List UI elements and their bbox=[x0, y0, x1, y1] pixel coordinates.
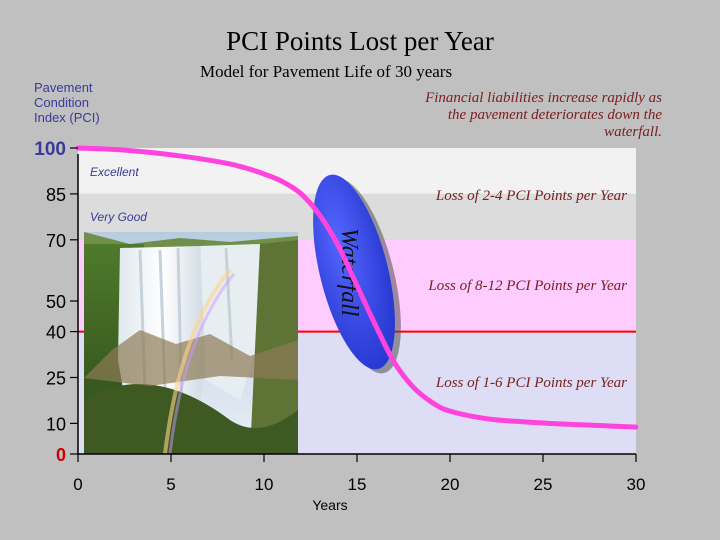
x-tick-label-5: 5 bbox=[166, 475, 175, 494]
chart-subtitle: Model for Pavement Life of 30 years bbox=[200, 62, 453, 81]
y-tick-label-25: 25 bbox=[46, 369, 66, 389]
rate-low-label: Loss of 1-6 PCI Points per Year bbox=[435, 375, 627, 391]
y-tick-label-10: 10 bbox=[46, 414, 66, 434]
very-good-label: Very Good bbox=[90, 210, 147, 224]
y-tick-label-70: 70 bbox=[46, 231, 66, 251]
x-tick-label-30: 30 bbox=[627, 475, 646, 494]
x-axis-label: Years bbox=[312, 497, 347, 513]
x-tick-label-15: 15 bbox=[348, 475, 367, 494]
y-tick-label-0: 0 bbox=[56, 445, 66, 465]
financial-note: Financial liabilities increase rapidly a… bbox=[425, 90, 662, 140]
y-axis-label: Pavement Condition Index (PCI) bbox=[34, 80, 100, 125]
rate-high-label: Loss of 2-4 PCI Points per Year bbox=[435, 188, 627, 204]
pci-curve bbox=[75, 145, 639, 430]
waterfall-photo bbox=[84, 232, 298, 455]
y-tick-label-100: 100 bbox=[34, 139, 66, 160]
x-tick-label-10: 10 bbox=[255, 475, 274, 494]
rate-mid-label: Loss of 8-12 PCI Points per Year bbox=[427, 278, 627, 294]
chart-title: PCI Points Lost per Year bbox=[226, 26, 494, 56]
y-tick-label-85: 85 bbox=[46, 185, 66, 205]
excellent-label: Excellent bbox=[90, 165, 139, 179]
y-tick-label-40: 40 bbox=[46, 323, 66, 343]
x-tick-label-25: 25 bbox=[534, 475, 553, 494]
y-tick-label-50: 50 bbox=[46, 292, 66, 312]
x-tick-label-20: 20 bbox=[441, 475, 460, 494]
x-tick-label-0: 0 bbox=[73, 475, 82, 494]
